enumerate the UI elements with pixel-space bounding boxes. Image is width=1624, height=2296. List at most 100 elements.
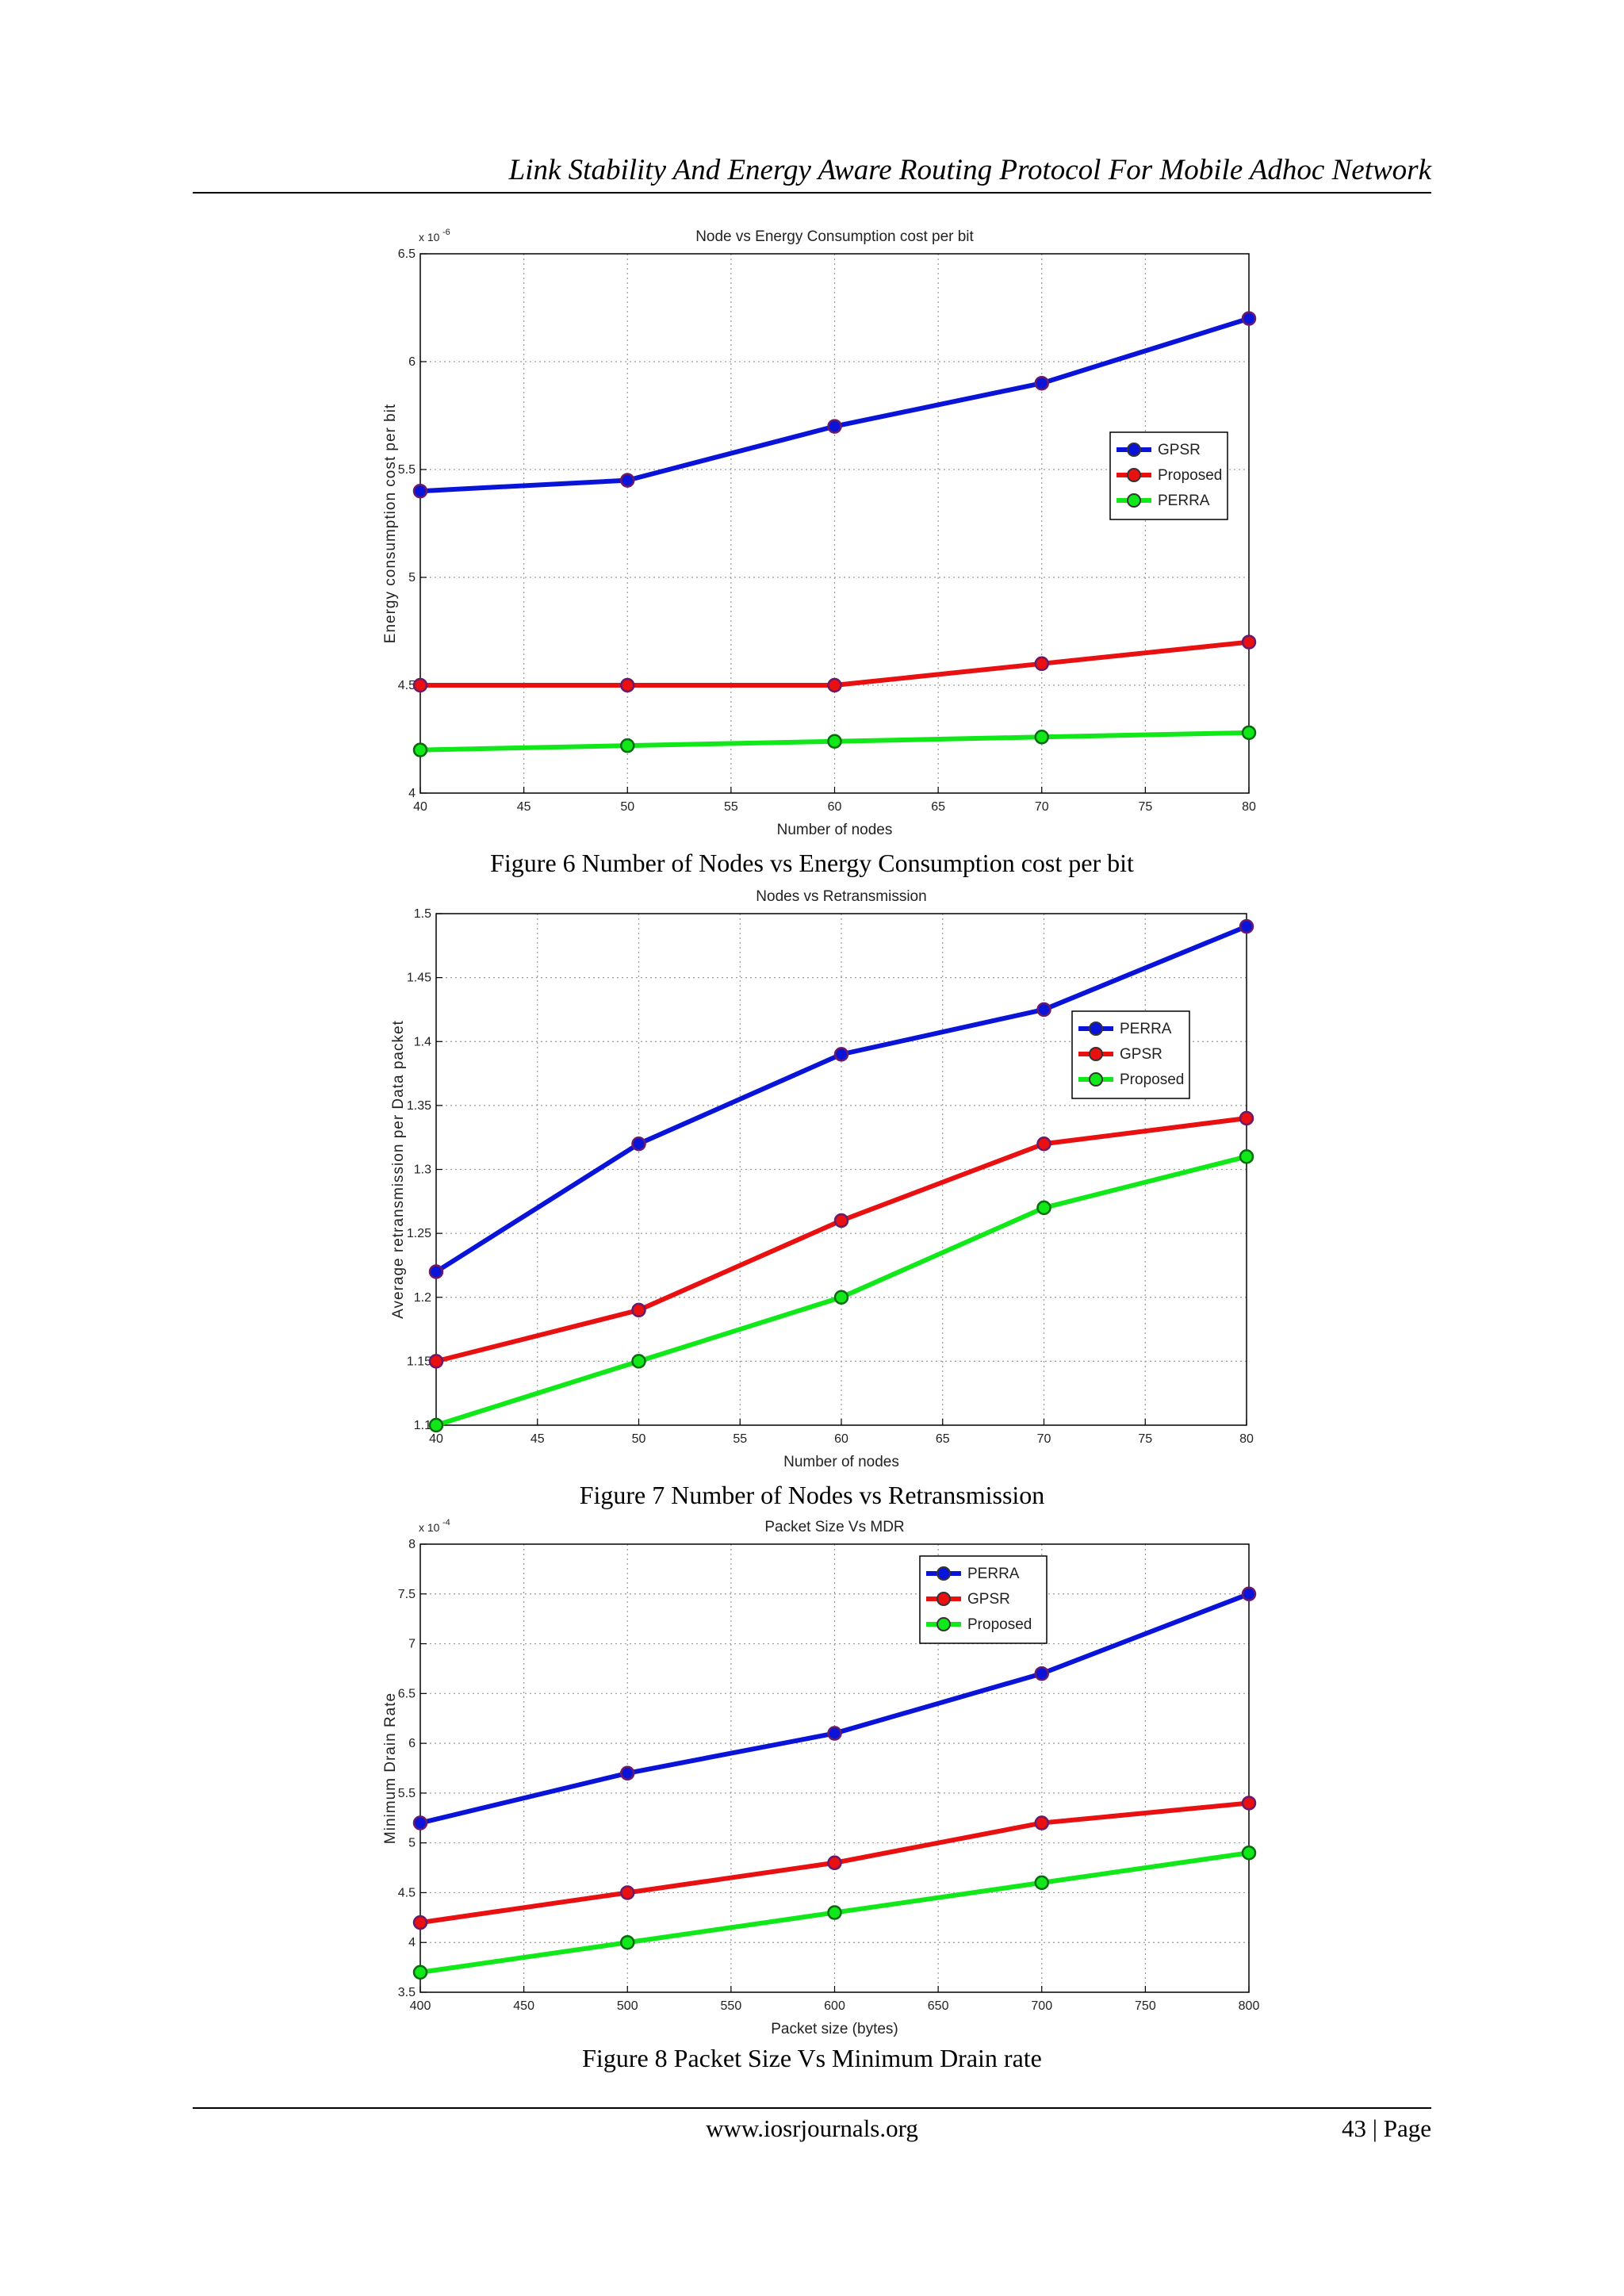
data-point	[1034, 1815, 1049, 1830]
x-tick-label: 40	[429, 1432, 443, 1446]
y-tick-label: 1.45	[407, 972, 431, 985]
legend-label: GPSR	[967, 1591, 1010, 1608]
data-point	[620, 1765, 635, 1781]
y-exponent-power: -4	[442, 1518, 450, 1527]
data-point	[833, 1213, 849, 1228]
footer-page-number: 43 | Page	[1342, 2114, 1431, 2142]
legend-label: Proposed	[1120, 1071, 1184, 1088]
data-point	[827, 1855, 842, 1871]
data-point	[833, 1290, 849, 1305]
data-point	[412, 677, 428, 693]
data-point	[428, 1417, 444, 1433]
footer-rule	[193, 2107, 1431, 2109]
y-tick-label: 1.1	[414, 1419, 431, 1432]
y-tick-label: 5.5	[398, 1787, 416, 1800]
data-point	[620, 1934, 635, 1950]
y-tick-label: 1.15	[407, 1355, 431, 1368]
y-exponent-power: -6	[442, 228, 450, 237]
y-axis-label: Average retransmission per Data packet	[390, 1020, 407, 1319]
y-tick-label: 7	[408, 1638, 416, 1651]
data-point	[1034, 730, 1049, 745]
data-point	[412, 742, 428, 757]
y-axis-label: Minimum Drain Rate	[382, 1692, 399, 1844]
y-tick-label: 1.5	[414, 907, 431, 921]
legend-label: PERRA	[1120, 1021, 1172, 1037]
x-tick-label: 65	[931, 800, 945, 814]
data-point	[1036, 1200, 1051, 1216]
x-tick-label: 700	[1031, 1999, 1052, 2013]
x-tick-label: 550	[721, 1999, 742, 2013]
y-tick-label: 1.3	[414, 1163, 431, 1177]
data-point	[827, 419, 842, 434]
figure-6-chart: 40 45 50 55 60 65 70 75 80 4 4.5 5 5.5 6 6.5 Node vs En…	[373, 218, 1257, 845]
legend-marker	[936, 1592, 951, 1606]
x-tick-label: 450	[513, 1999, 534, 2013]
data-point	[1239, 918, 1254, 934]
legend-marker	[1127, 468, 1141, 482]
chart-title: Packet Size Vs MDR	[764, 1519, 904, 1535]
footer-url: www.iosrjournals.org	[706, 2114, 918, 2142]
data-point	[412, 1915, 428, 1930]
x-axis-label: Number of nodes	[777, 822, 893, 838]
y-axis-label: Energy consumption cost per bit	[382, 404, 399, 643]
data-point	[827, 1726, 842, 1741]
x-tick-label: 55	[733, 1432, 747, 1446]
chart-title: Node vs Energy Consumption cost per bit	[695, 228, 974, 245]
legend-marker	[1127, 443, 1141, 457]
running-title: Link Stability And Energy Aware Routing …	[508, 154, 1431, 186]
figure-7-svg: 40 45 50 55 60 65 70 75 80 1.1 1.15 1.2 1.25 1.3 1.35 1…	[390, 888, 1254, 1470]
x-tick-label: 45	[530, 1432, 545, 1446]
data-point	[827, 734, 842, 749]
legend-marker	[1089, 1022, 1103, 1036]
y-tick-label: 6	[408, 1737, 416, 1750]
legend-marker	[1127, 493, 1141, 508]
data-point	[620, 473, 635, 488]
data-point	[833, 1047, 849, 1062]
legend-label: Proposed	[967, 1616, 1032, 1633]
y-exponent-label: x 10	[419, 1521, 440, 1534]
figure-8-svg: 400 450 500 550 600 650 700 750 800 3.5 4 4.5 5 5.5 6 6…	[382, 1518, 1259, 2037]
data-point	[620, 738, 635, 753]
figure-8-caption: Figure 8 Packet Size Vs Minimum Drain ra…	[582, 2044, 1042, 2072]
data-point	[1241, 725, 1257, 741]
data-point	[1241, 311, 1257, 326]
x-tick-label: 650	[928, 1999, 949, 2013]
x-tick-label: 45	[517, 800, 531, 814]
x-tick-label: 70	[1037, 1432, 1051, 1446]
y-tick-label: 3.5	[398, 1986, 416, 1999]
data-point	[1034, 1665, 1049, 1681]
data-point	[428, 1264, 444, 1279]
y-tick-label: 6.5	[398, 1687, 416, 1700]
legend-label: GPSR	[1120, 1046, 1162, 1063]
y-tick-label: 1.4	[414, 1035, 431, 1048]
y-tick-label: 1.2	[414, 1291, 431, 1305]
y-tick-label: 6	[408, 355, 416, 369]
figure-7-chart: 40 45 50 55 60 65 70 75 80 1.1 1.15 1.2 1.25 1.3 1.35 1…	[381, 880, 1254, 1471]
data-point	[1034, 1875, 1049, 1891]
y-tick-label: 4	[408, 787, 416, 800]
y-tick-label: 4	[408, 1936, 416, 1949]
data-point	[1239, 1149, 1254, 1164]
y-tick-label: 5	[408, 1837, 416, 1850]
y-tick-label: 5.5	[398, 463, 416, 477]
figure-7-caption: Figure 7 Number of Nodes vs Retransmissi…	[579, 1481, 1045, 1509]
y-tick-label: 8	[408, 1538, 416, 1551]
data-point	[1241, 1796, 1257, 1811]
data-point	[412, 1964, 428, 1980]
y-tick-label: 5	[408, 571, 416, 585]
figure-6-svg: 40 45 50 55 60 65 70 75 80 4 4.5 5 5.5 6 6.5 Node vs En…	[382, 228, 1257, 838]
legend-label: Proposed	[1158, 467, 1222, 484]
x-tick-label: 40	[413, 800, 427, 814]
x-tick-label: 50	[620, 800, 634, 814]
x-axis-label: Number of nodes	[783, 1454, 899, 1470]
y-exponent-label: x 10	[419, 231, 440, 243]
data-point	[631, 1354, 646, 1369]
data-point	[1241, 1586, 1257, 1602]
x-tick-label: 70	[1035, 800, 1049, 814]
y-tick-label: 1.35	[407, 1099, 431, 1113]
x-tick-label: 65	[936, 1432, 950, 1446]
data-point	[1241, 634, 1257, 650]
plot-background	[420, 254, 1249, 793]
chart-title: Nodes vs Retransmission	[756, 888, 926, 905]
legend-marker	[936, 1566, 951, 1581]
